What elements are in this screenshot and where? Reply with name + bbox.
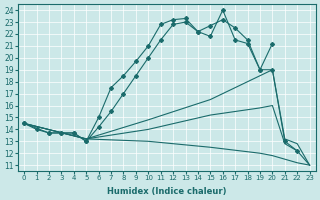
X-axis label: Humidex (Indice chaleur): Humidex (Indice chaleur) bbox=[107, 187, 227, 196]
